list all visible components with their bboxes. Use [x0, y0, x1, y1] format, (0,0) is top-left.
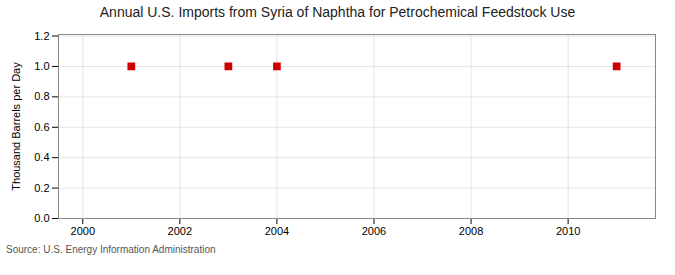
html-text:Annual U.S. Imports from Syria: Annual U.S. Imports from Syria of Naphth… — [99, 4, 576, 20]
svg-text:1.0: 1.0 — [34, 60, 49, 72]
svg-text:2010: 2010 — [556, 225, 580, 237]
svg-text:0.2: 0.2 — [34, 182, 49, 194]
svg-text:0.0: 0.0 — [34, 212, 49, 224]
svg-text:2002: 2002 — [168, 225, 192, 237]
svg-text:2000: 2000 — [71, 225, 95, 237]
svg-text:0.8: 0.8 — [34, 90, 49, 102]
svg-text:2008: 2008 — [459, 225, 483, 237]
svg-text:1.2: 1.2 — [34, 30, 49, 42]
svg-text:2006: 2006 — [362, 225, 386, 237]
svg-text:Thousand Barrels per Day: Thousand Barrels per Day — [10, 62, 22, 191]
svg-text:2004: 2004 — [265, 225, 289, 237]
svg-text:0.4: 0.4 — [34, 151, 49, 163]
svg-text:0.6: 0.6 — [34, 121, 49, 133]
html-text:Source: U.S. Energy Informatio: Source: U.S. Energy Information Administ… — [6, 244, 216, 255]
